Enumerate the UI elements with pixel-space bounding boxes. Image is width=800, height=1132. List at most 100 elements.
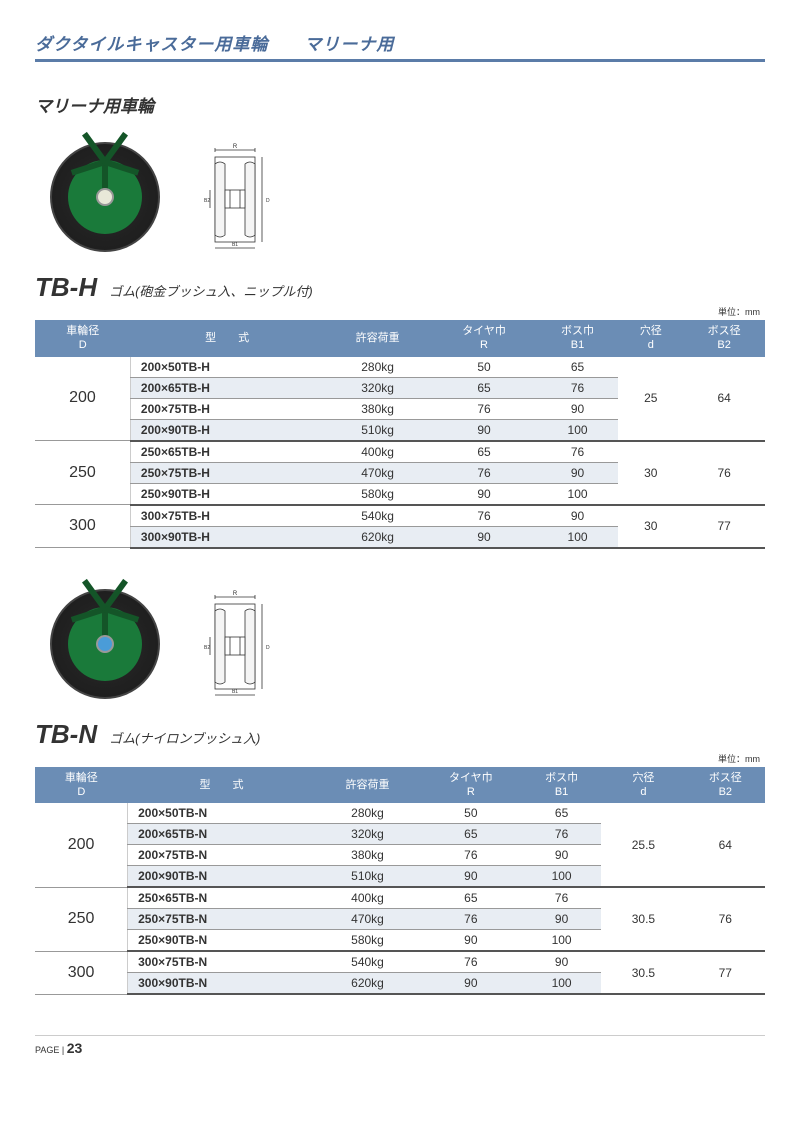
cell-r: 90	[431, 483, 536, 505]
cell-b1: 90	[537, 462, 619, 483]
header-title: ダクタイルキャスター用車輪 マリーナ用	[35, 30, 765, 55]
cell-b2: 64	[683, 357, 765, 441]
cell-b1: 76	[537, 441, 619, 463]
cell-model: 200×50TB-H	[130, 357, 323, 378]
page-header: ダクタイルキャスター用車輪 マリーナ用	[35, 30, 765, 62]
col-header: 許容荷重	[324, 320, 432, 357]
table-container: 車輪径D型 式許容荷重タイヤ巾Rボス巾B1穴径dボス径B2200200×50TB…	[35, 767, 765, 996]
cell-d: 30.5	[601, 951, 685, 994]
cell-r: 90	[420, 973, 522, 995]
table-row: 300300×75TB-H540kg76903077	[35, 505, 765, 527]
cell-b2: 77	[686, 951, 765, 994]
cell-r: 65	[431, 441, 536, 463]
cell-diameter: 300	[35, 505, 130, 548]
svg-text:B2: B2	[204, 645, 210, 651]
col-header: ボス巾B1	[522, 767, 601, 804]
cell-model: 300×75TB-H	[130, 505, 323, 527]
wheel-hub	[96, 635, 114, 653]
cell-diameter: 200	[35, 803, 128, 887]
cell-b1: 100	[522, 866, 601, 888]
cell-load: 510kg	[315, 866, 419, 888]
cell-r: 76	[431, 398, 536, 419]
cell-load: 470kg	[315, 909, 419, 930]
cell-load: 470kg	[324, 462, 432, 483]
cell-model: 200×65TB-N	[128, 824, 316, 845]
model-code: TB-N	[35, 719, 97, 750]
cell-model: 250×75TB-N	[128, 909, 316, 930]
cell-model: 200×90TB-H	[130, 419, 323, 441]
cell-b2: 76	[683, 441, 765, 505]
cell-model: 200×75TB-N	[128, 845, 316, 866]
model-code: TB-H	[35, 272, 97, 303]
cell-r: 50	[420, 803, 522, 824]
unit-label: 単位：mm	[35, 752, 760, 765]
col-header: ボス径B2	[686, 767, 765, 804]
cell-diameter: 250	[35, 887, 128, 951]
table-row: 250250×65TB-N400kg657630.576	[35, 887, 765, 909]
model-description: ゴム(砲金ブッシュ入、ニップル付)	[109, 281, 313, 300]
cell-model: 200×65TB-H	[130, 377, 323, 398]
cell-model: 250×75TB-H	[130, 462, 323, 483]
dimension-diagram: R B2 D B1	[190, 589, 280, 699]
cell-r: 90	[431, 526, 536, 548]
cell-model: 250×65TB-H	[130, 441, 323, 463]
cell-d: 30	[618, 441, 683, 505]
cell-b1: 76	[522, 887, 601, 909]
model-heading: TB-H ゴム(砲金ブッシュ入、ニップル付)	[35, 272, 765, 303]
cell-r: 76	[431, 462, 536, 483]
cell-load: 320kg	[324, 377, 432, 398]
cell-load: 280kg	[324, 357, 432, 378]
col-header: 許容荷重	[315, 767, 419, 804]
table-row: 250250×65TB-H400kg65763076	[35, 441, 765, 463]
table-row: 200200×50TB-H280kg50652564	[35, 357, 765, 378]
cell-model: 200×50TB-N	[128, 803, 316, 824]
svg-text:B2: B2	[204, 198, 210, 204]
cell-load: 380kg	[315, 845, 419, 866]
cell-load: 280kg	[315, 803, 419, 824]
cell-b1: 100	[537, 419, 619, 441]
cell-b1: 90	[522, 845, 601, 866]
col-header: 車輪径D	[35, 320, 130, 357]
cell-b1: 100	[522, 973, 601, 995]
cell-b1: 100	[537, 526, 619, 548]
col-header: タイヤ巾R	[420, 767, 522, 804]
cell-b1: 100	[537, 483, 619, 505]
model-description: ゴム(ナイロンブッシュ入)	[109, 728, 260, 747]
cell-b1: 90	[522, 951, 601, 973]
page-footer: PAGE | 23	[35, 1035, 765, 1056]
cell-load: 510kg	[324, 419, 432, 441]
svg-text:D: D	[266, 645, 270, 651]
spec-table: 車輪径D型 式許容荷重タイヤ巾Rボス巾B1穴径dボス径B2200200×50TB…	[35, 767, 765, 996]
cell-b1: 90	[537, 398, 619, 419]
svg-text:R: R	[233, 144, 238, 150]
wheel-hub	[96, 188, 114, 206]
wheel-photo	[50, 142, 160, 252]
svg-text:B1: B1	[232, 242, 238, 248]
cell-model: 250×65TB-N	[128, 887, 316, 909]
cell-r: 50	[431, 357, 536, 378]
cell-model: 200×75TB-H	[130, 398, 323, 419]
cell-r: 65	[431, 377, 536, 398]
cell-b1: 100	[522, 930, 601, 952]
cell-b1: 90	[522, 909, 601, 930]
cell-r: 65	[420, 824, 522, 845]
cell-d: 25.5	[601, 803, 685, 887]
cell-load: 320kg	[315, 824, 419, 845]
table-container: 車輪径D型 式許容荷重タイヤ巾Rボス巾B1穴径dボス径B2200200×50TB…	[35, 320, 765, 549]
cell-d: 30	[618, 505, 683, 548]
col-header: 型 式	[130, 320, 323, 357]
cell-b1: 65	[537, 357, 619, 378]
table-row: 300300×75TB-N540kg769030.577	[35, 951, 765, 973]
cell-r: 76	[420, 845, 522, 866]
cell-r: 90	[431, 419, 536, 441]
svg-text:R: R	[233, 591, 238, 597]
cell-model: 250×90TB-N	[128, 930, 316, 952]
product-images: R B2 D B1	[50, 589, 765, 699]
cell-load: 540kg	[315, 951, 419, 973]
svg-text:B1: B1	[232, 689, 238, 695]
cell-b2: 76	[686, 887, 765, 951]
section-title: マリーナ用車輪	[35, 92, 765, 117]
col-header: ボス径B2	[683, 320, 765, 357]
col-header: 車輪径D	[35, 767, 128, 804]
svg-text:D: D	[266, 198, 270, 204]
